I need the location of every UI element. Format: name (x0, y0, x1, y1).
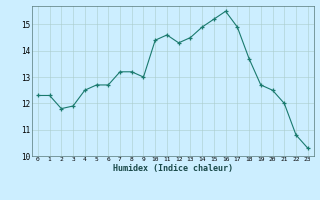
X-axis label: Humidex (Indice chaleur): Humidex (Indice chaleur) (113, 164, 233, 173)
